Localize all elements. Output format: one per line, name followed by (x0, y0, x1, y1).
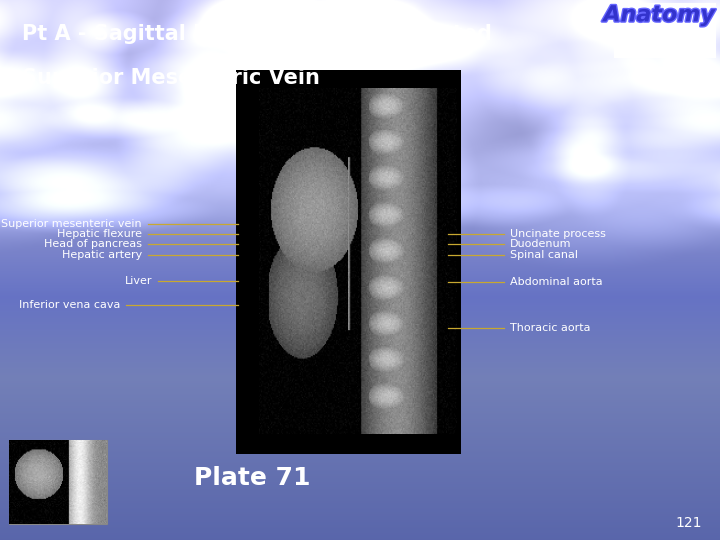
Text: 121: 121 (675, 516, 702, 530)
Text: Duodenum: Duodenum (510, 239, 571, 249)
Text: Pt A - Sagittal Plane - VIBE Reformatted: Pt A - Sagittal Plane - VIBE Reformatted (22, 24, 492, 44)
Text: Hepatic artery: Hepatic artery (62, 250, 142, 260)
Bar (236, 70, 461, 454)
Text: Superior Mesenteric Vein: Superior Mesenteric Vein (22, 68, 320, 87)
Text: Anatomy: Anatomy (603, 5, 715, 25)
Text: Spinal canal: Spinal canal (510, 250, 577, 260)
Bar (9, 440, 107, 524)
Text: Liver: Liver (125, 276, 153, 286)
Text: Uncinate process: Uncinate process (510, 230, 606, 239)
Text: Plate 71: Plate 71 (194, 466, 311, 490)
Text: Thoracic aorta: Thoracic aorta (510, 323, 590, 333)
FancyBboxPatch shape (614, 3, 716, 58)
Text: Abdominal aorta: Abdominal aorta (510, 277, 603, 287)
Text: Head of pancreas: Head of pancreas (44, 239, 142, 249)
Text: Inferior vena cava: Inferior vena cava (19, 300, 120, 310)
Text: Superior mesenteric vein: Superior mesenteric vein (1, 219, 142, 229)
Text: Hepatic flexure: Hepatic flexure (57, 230, 142, 239)
